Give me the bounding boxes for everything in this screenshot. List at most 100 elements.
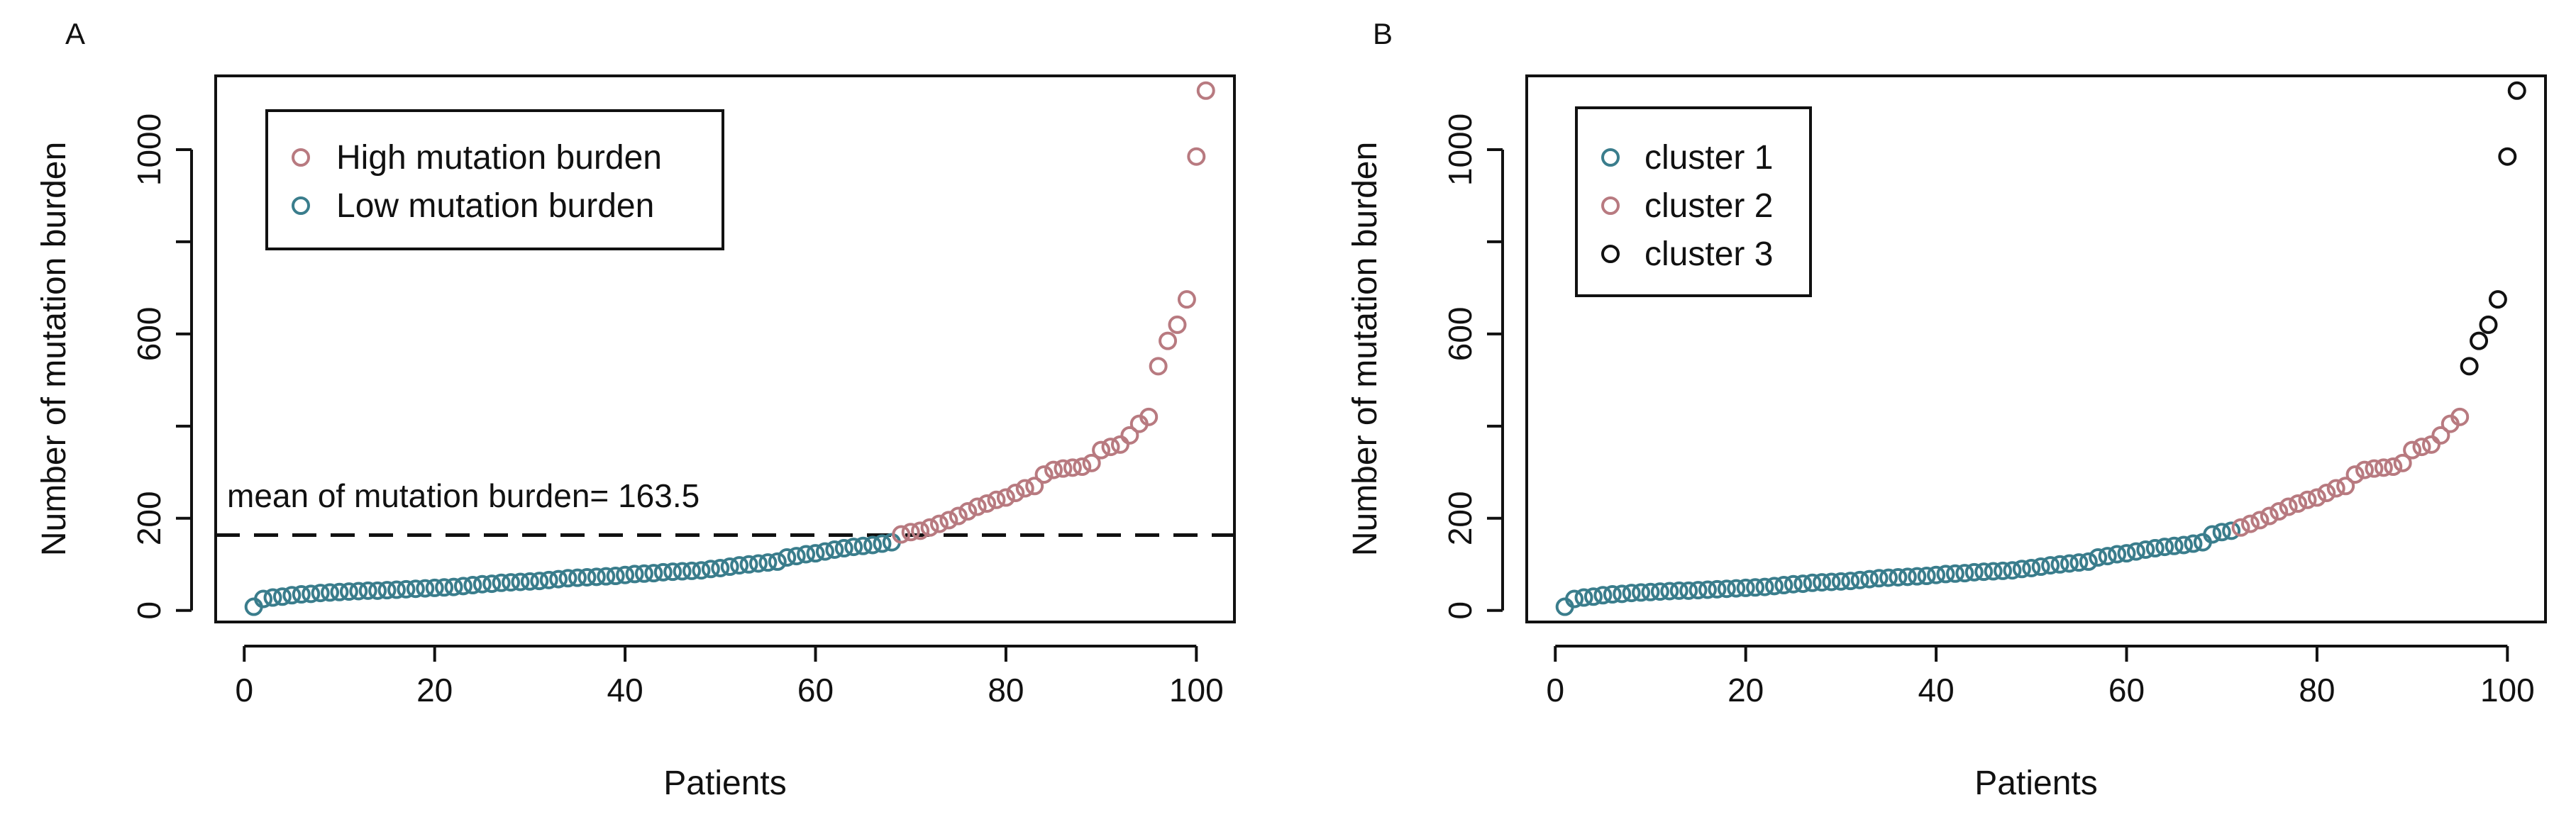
data-point: [272, 587, 292, 606]
data-point: [1869, 569, 1889, 588]
data-point: [1764, 577, 1784, 596]
data-point: [1025, 477, 1044, 496]
data-point: [911, 521, 930, 540]
data-point: [701, 560, 720, 579]
data-point: [2336, 477, 2355, 496]
data-point: [901, 523, 920, 542]
data-point: [435, 578, 454, 597]
data-point: [1841, 572, 1860, 591]
data-point: [568, 568, 587, 587]
data-point: [1736, 578, 1755, 597]
data-point: [397, 579, 416, 599]
data-point: [511, 572, 530, 591]
data-point: [1583, 587, 1603, 606]
mean-annotation: mean of mutation burden= 163.5: [227, 477, 700, 514]
data-point: [2507, 81, 2526, 100]
data-point: [558, 569, 577, 588]
data-point: [929, 514, 949, 533]
data-point: [653, 562, 673, 582]
data-point: [2355, 460, 2375, 479]
y-axis-title: Number of mutation burden: [1347, 142, 1384, 556]
data-point: [597, 567, 616, 586]
x-axis-title: Patients: [1974, 765, 2097, 802]
data-point: [1746, 578, 1765, 597]
points: [1555, 81, 2526, 616]
data-point: [939, 511, 958, 530]
data-point: [2260, 506, 2279, 526]
data-point: [2155, 538, 2174, 557]
data-point: [958, 502, 978, 521]
data-point: [263, 588, 282, 607]
x-tick-label: 60: [797, 672, 834, 709]
data-point: [968, 497, 987, 516]
data-point: [2041, 556, 2060, 575]
data-point: [2326, 479, 2345, 498]
data-point: [406, 579, 425, 599]
x-tick-label: 20: [416, 672, 453, 709]
data-point: [339, 582, 358, 601]
data-point: [2079, 552, 2098, 571]
data-point: [768, 552, 787, 571]
data-point: [2069, 553, 2089, 572]
data-point: [2136, 540, 2155, 559]
data-point: [530, 572, 549, 591]
data-point: [2022, 558, 2041, 577]
data-point: [1822, 572, 1841, 591]
data-point: [502, 573, 521, 592]
data-point: [2050, 555, 2069, 574]
x-tick-label: 40: [607, 672, 643, 709]
data-point: [2289, 494, 2308, 513]
data-point: [616, 565, 635, 584]
data-point: [1955, 564, 1974, 583]
x-tick-label: 20: [1728, 672, 1764, 709]
data-point: [834, 539, 853, 558]
data-point: [1936, 565, 1955, 584]
data-point: [302, 584, 321, 604]
data-point: [520, 572, 539, 591]
data-point: [1974, 562, 1994, 582]
legend-marker-cluster-2: [1601, 196, 1620, 215]
data-point: [311, 584, 330, 603]
legend-box: [265, 109, 724, 250]
data-point: [492, 573, 511, 592]
data-point: [758, 553, 778, 572]
data-point: [2098, 547, 2117, 566]
data-point: [673, 562, 692, 581]
data-point: [358, 581, 377, 600]
data-point: [330, 582, 349, 601]
data-point: [377, 581, 397, 600]
data-point: [2240, 514, 2260, 533]
data-point: [1755, 577, 1774, 596]
data-point: [1860, 569, 1879, 589]
data-point: [1727, 579, 1746, 598]
data-point: [663, 562, 682, 582]
data-point: [1006, 484, 1025, 503]
legend-marker-cluster-1: [1601, 148, 1620, 167]
x-tick-label: 0: [235, 672, 253, 709]
data-point: [1850, 570, 1869, 589]
data-point: [634, 564, 653, 583]
data-point: [1187, 147, 1206, 166]
data-point: [1110, 435, 1129, 454]
data-point: [2250, 511, 2270, 530]
data-point: [2108, 545, 2127, 564]
data-point: [2031, 557, 2050, 577]
data-point: [2498, 147, 2517, 166]
data-point: [1120, 426, 1139, 445]
data-point: [2174, 535, 2194, 555]
data-point: [1613, 584, 1632, 604]
data-point: [1054, 459, 1073, 478]
data-point: [368, 581, 387, 600]
legend-label-cluster-2: cluster 2: [1644, 187, 1773, 225]
y-tick-label: 0: [131, 601, 167, 620]
data-point: [2203, 525, 2222, 544]
data-point: [416, 579, 435, 598]
data-point: [949, 506, 968, 526]
legend: cluster 1 cluster 2 cluster 3: [1575, 106, 1812, 297]
data-point: [577, 567, 597, 587]
data-point: [1196, 81, 1215, 100]
data-point: [1593, 586, 1613, 605]
data-point: [2145, 539, 2165, 558]
